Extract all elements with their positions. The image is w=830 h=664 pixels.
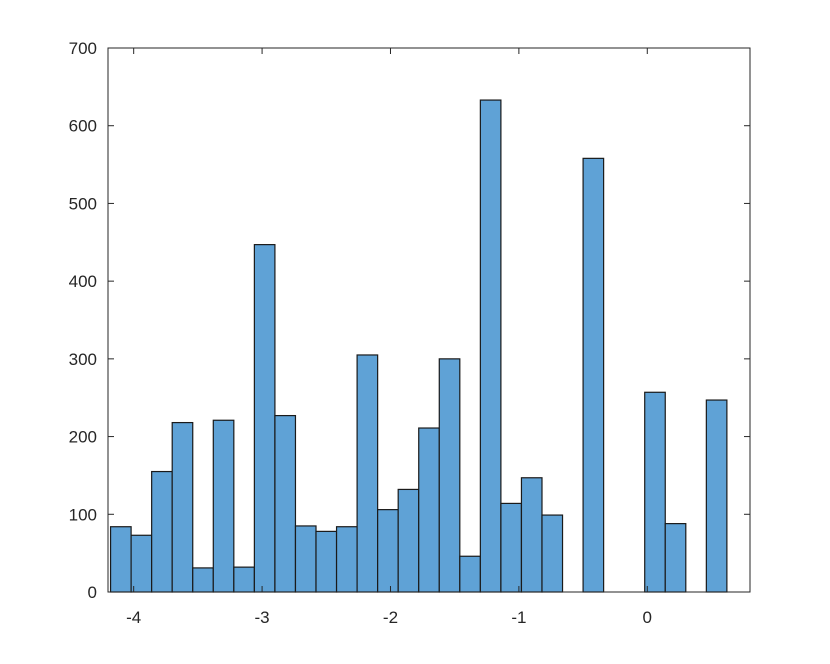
histogram-bar <box>212 419 235 593</box>
x-axis-ticks: -4 -3 -2 -1 0 <box>126 48 652 627</box>
histogram-bar <box>151 470 173 593</box>
y-tick-label: 0 <box>88 583 97 602</box>
x-tick-label: -2 <box>383 608 398 627</box>
axes-group <box>107 47 751 593</box>
y-tick-label: 100 <box>69 505 97 524</box>
y-axis-ticks: 0 100 200 300 400 500 600 700 <box>69 39 750 602</box>
bars-group <box>109 99 728 593</box>
histogram-bar <box>582 157 605 593</box>
y-tick-label: 400 <box>69 272 97 291</box>
x-tick-label: -1 <box>511 608 526 627</box>
histogram-bar <box>171 421 194 593</box>
y-tick-label: 500 <box>69 194 97 213</box>
histogram-bar <box>644 391 666 593</box>
y-tick-label: 300 <box>69 350 97 369</box>
histogram-bar <box>479 99 502 593</box>
histogram-bar <box>253 244 276 593</box>
histogram-bar <box>438 358 461 593</box>
y-tick-label: 700 <box>69 39 97 58</box>
histogram-bar <box>130 534 153 593</box>
histogram-bar <box>664 523 687 593</box>
histogram-bar <box>520 477 543 593</box>
histogram-bar <box>315 530 338 593</box>
x-tick-label: -3 <box>255 608 270 627</box>
axes-box <box>107 47 751 593</box>
histogram-bar <box>541 514 564 593</box>
x-tick-label: 0 <box>643 608 652 627</box>
histogram-bar <box>109 526 132 593</box>
x-tick-label: -4 <box>126 608 141 627</box>
y-tick-label: 200 <box>69 428 97 447</box>
histogram-bar <box>335 526 358 593</box>
histogram-bar <box>397 488 420 593</box>
y-tick-label: 600 <box>69 117 97 136</box>
histogram-bar <box>274 414 297 593</box>
histogram-bar <box>233 566 255 593</box>
histogram-bar <box>705 399 728 593</box>
histogram-bar <box>192 567 214 593</box>
histogram-bar <box>459 555 481 593</box>
histogram-bar <box>418 427 440 593</box>
histogram-bar <box>500 502 523 593</box>
histogram-bar <box>294 525 317 593</box>
histogram-bar <box>356 354 379 593</box>
histogram-bar <box>377 509 399 593</box>
